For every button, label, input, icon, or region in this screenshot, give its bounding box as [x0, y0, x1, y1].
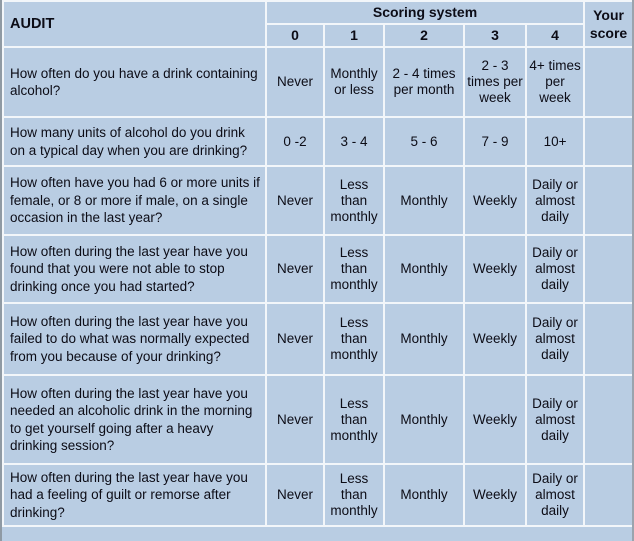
- answer-score-1: 3 - 4: [323, 116, 385, 167]
- header-row-top: AUDIT Scoring system Your score: [2, 0, 632, 48]
- your-score-cell: [583, 46, 632, 118]
- answer-score-3: 2 - 3 times per week: [463, 46, 527, 118]
- score-col-0: 0: [265, 23, 325, 48]
- answer-score-4: Daily or almost daily: [524, 302, 586, 376]
- answer-score-3: Weekly: [463, 302, 527, 376]
- score-col-2: 2: [383, 23, 465, 48]
- score-col-4: 4: [524, 23, 586, 48]
- question-text: How often have you had 6 or more units i…: [2, 165, 267, 236]
- answer-score-0: Never: [265, 374, 325, 465]
- answer-score-4: Daily or almost daily: [524, 165, 586, 236]
- answer-score-3: Weekly: [463, 463, 527, 527]
- answer-score-2: Monthly: [383, 165, 465, 236]
- answer-score-1: Less than monthly: [323, 302, 385, 376]
- answer-score-3: Weekly: [463, 165, 527, 236]
- audit-title: AUDIT: [2, 0, 267, 48]
- your-score-cell: [583, 165, 632, 236]
- table-row: How many units of alcohol do you drink o…: [2, 116, 632, 167]
- score-col-1: 1: [323, 23, 385, 48]
- answer-score-3: 7 - 9: [463, 116, 527, 167]
- table-row: How often during the last year have you …: [2, 374, 632, 465]
- answer-score-0: Never: [265, 234, 325, 304]
- answer-score-0: Never: [265, 165, 325, 236]
- your-score-cell: [583, 116, 632, 167]
- answer-score-0: Never: [265, 463, 325, 527]
- answer-score-2: 2 - 4 times per month: [383, 46, 465, 118]
- question-text: How often during the last year have you …: [2, 374, 267, 465]
- answer-score-4: Daily or almost daily: [524, 463, 586, 527]
- answer-score-0: Never: [265, 46, 325, 118]
- answer-score-1: Less than monthly: [323, 234, 385, 304]
- table-row: How often during the last year have you …: [2, 463, 632, 527]
- your-score-cell: [583, 234, 632, 304]
- answer-score-4: 4+ times per week: [524, 46, 586, 118]
- answer-score-0: Never: [265, 302, 325, 376]
- question-text: How often during the last year have you …: [2, 234, 267, 304]
- answer-score-2: Monthly: [383, 463, 465, 527]
- question-text: How often do you have a drink containing…: [2, 46, 267, 118]
- scoring-system-header: Scoring system: [264, 0, 586, 25]
- question-text: How often during the last year have you …: [2, 302, 267, 376]
- your-score-header: Your score: [583, 0, 632, 48]
- answer-score-2: Monthly: [383, 302, 465, 376]
- table-row: How often during the last year have you …: [2, 302, 632, 376]
- answer-score-3: Weekly: [463, 374, 527, 465]
- question-text: How many units of alcohol do you drink o…: [2, 116, 267, 167]
- your-score-cell: [583, 374, 632, 465]
- audit-table: AUDIT Scoring system Your score 0 1 2 3 …: [2, 0, 632, 527]
- answer-score-1: Less than monthly: [323, 165, 385, 236]
- answer-score-2: Monthly: [383, 234, 465, 304]
- answer-score-4: 10+: [524, 116, 586, 167]
- answer-score-2: Monthly: [383, 374, 465, 465]
- answer-score-4: Daily or almost daily: [524, 234, 586, 304]
- table-row: How often do you have a drink containing…: [2, 46, 632, 118]
- answer-score-1: Less than monthly: [323, 374, 385, 465]
- question-text: How often during the last year have you …: [2, 463, 267, 527]
- answer-score-1: Monthly or less: [323, 46, 385, 118]
- your-score-cell: [583, 463, 632, 527]
- answer-score-4: Daily or almost daily: [524, 374, 586, 465]
- table-row: How often have you had 6 or more units i…: [2, 165, 632, 236]
- header-row-scores: 0 1 2 3 4: [3, 23, 632, 48]
- score-col-3: 3: [463, 23, 527, 48]
- answer-score-2: 5 - 6: [383, 116, 465, 167]
- answer-score-0: 0 -2: [265, 116, 325, 167]
- answer-score-3: Weekly: [463, 234, 527, 304]
- answer-score-1: Less than monthly: [323, 463, 385, 527]
- table-row: How often during the last year have you …: [2, 234, 632, 304]
- your-score-cell: [583, 302, 632, 376]
